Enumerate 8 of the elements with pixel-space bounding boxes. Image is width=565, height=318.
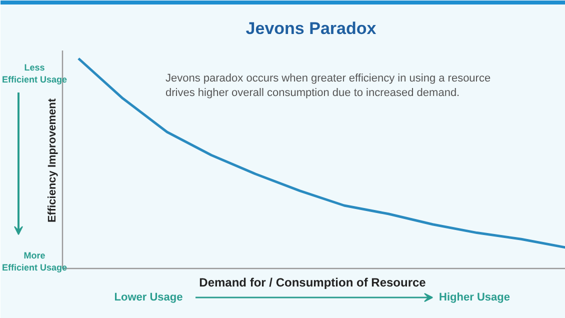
chart-title: Jevons Paradox: [246, 19, 377, 38]
annotation: More Efficient Usage: [2, 250, 68, 272]
annotation: Less Efficient Usage: [2, 62, 68, 84]
text: Higher Usage: [439, 292, 510, 304]
text: Lower Usage: [114, 292, 183, 304]
x-axis-title: Demand for / Consumption of Resource: [199, 276, 426, 290]
annotation: Jevons paradox occurs when greater efficiency in using a resource drives higher overall consumption due to increased demand.: [166, 72, 491, 99]
y-axis-title: Efficiency Improvement: [46, 98, 58, 223]
